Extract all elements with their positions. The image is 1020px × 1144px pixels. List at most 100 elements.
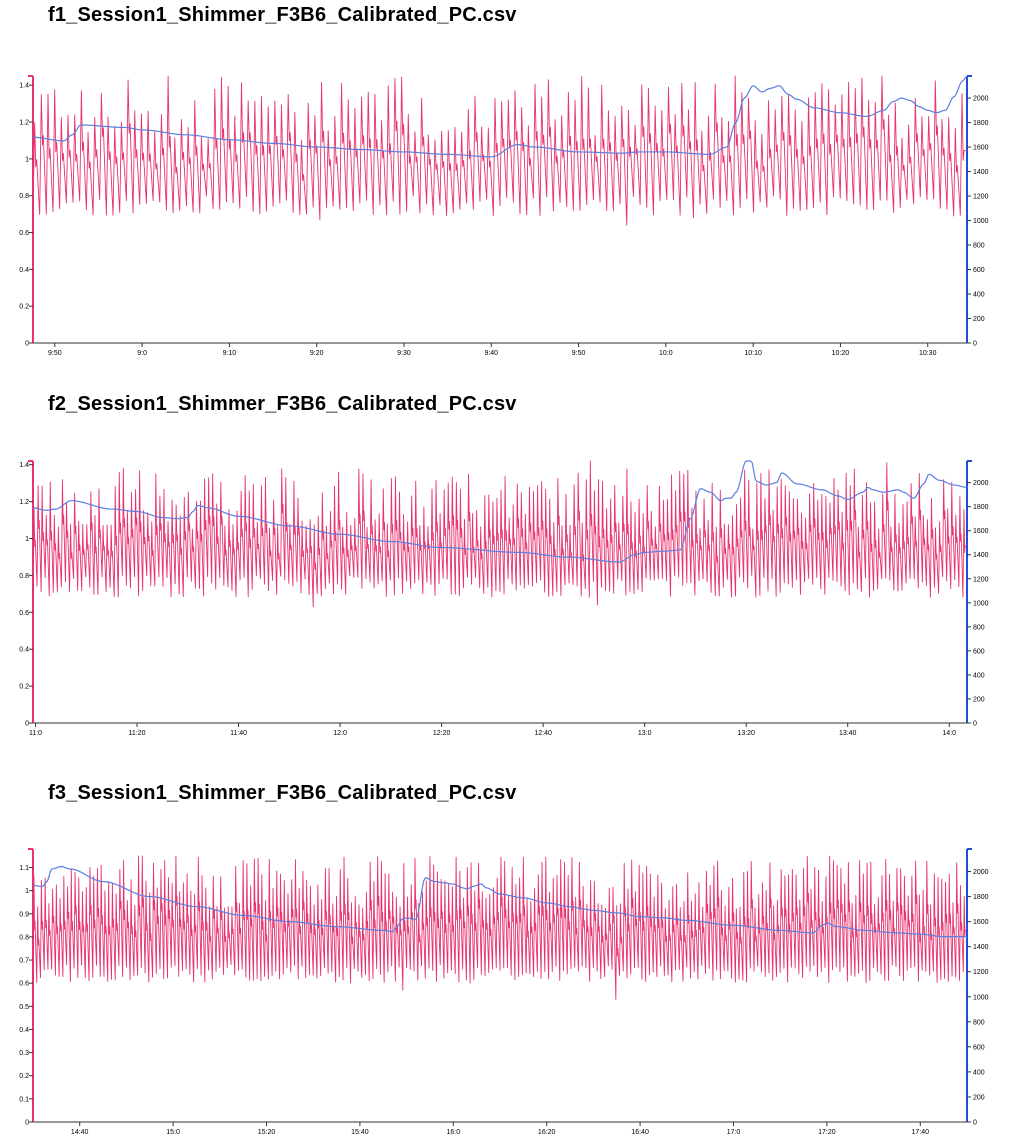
series-line-left	[32, 460, 967, 608]
y-left-tick-label: 0.1	[19, 1096, 29, 1103]
chart-plot-f3: 14:40 15:0 15:20 15:40 16:0 16:20 16:40 17:0 17:…	[19, 848, 989, 1136]
x-tick-label: 12:40	[534, 730, 552, 737]
y-right-tick-label: 1800	[973, 120, 989, 127]
x-tick-label: 10:20	[832, 350, 850, 357]
y-left-tick-label: 0.2	[19, 1073, 29, 1080]
y-left-tick-label: 1.4	[19, 83, 29, 90]
x-tick-label: 15:20	[258, 1129, 276, 1136]
chart-title-f1: f1_Session1_Shimmer_F3B6_Calibrated_PC.c…	[48, 4, 517, 26]
chart-panel-f2: f2_Session1_Shimmer_F3B6_Calibrated_PC.c…	[0, 393, 1020, 753]
x-tick-label: 9:50	[572, 350, 586, 357]
series-line-right	[32, 460, 968, 563]
y-left-tick-label: 1	[25, 156, 29, 163]
y-right-tick-label: 200	[973, 1094, 985, 1101]
chart-panel-f1: f1_Session1_Shimmer_F3B6_Calibrated_PC.c…	[0, 4, 1020, 364]
x-tick-label: 10:10	[744, 350, 762, 357]
y-right-tick-label: 1800	[973, 894, 989, 901]
x-tick-label: 12:0	[333, 730, 347, 737]
y-right-tick-label: 1000	[973, 218, 989, 225]
series-line-left	[32, 75, 967, 226]
y-right-tick-label: 200	[973, 696, 985, 703]
y-right-tick-label: 1600	[973, 528, 989, 535]
x-tick-label: 9:20	[310, 350, 324, 357]
y-axis-left: 0 0.2 0.4 0.6 0.8 1 1.2 1.4	[19, 75, 34, 348]
x-tick-label: 13:40	[839, 730, 857, 737]
series-line-right	[32, 75, 968, 158]
y-left-tick-label: 0.7	[19, 958, 29, 965]
y-left-tick-label: 0.4	[19, 1027, 29, 1034]
y-right-tick-label: 1600	[973, 919, 989, 926]
chart-title-f3: f3_Session1_Shimmer_F3B6_Calibrated_PC.c…	[48, 782, 517, 804]
y-right-tick-label: 600	[973, 648, 985, 655]
x-tick-label: 9:40	[484, 350, 498, 357]
x-tick-label: 17:40	[912, 1129, 930, 1136]
x-tick-label: 12:20	[433, 730, 451, 737]
y-right-tick-label: 1600	[973, 145, 989, 152]
x-tick-label: 11:0	[29, 730, 42, 737]
y-right-tick-label: 0	[973, 1120, 977, 1127]
series-line-left	[32, 855, 967, 1000]
y-axis-right: 0 200 400 600 800 1000 1200 1400 1600 1800 2000	[966, 460, 989, 728]
y-left-tick-label: 0	[25, 721, 29, 728]
x-tick-label: 9:0	[137, 350, 147, 357]
y-left-tick-label: 1	[25, 888, 29, 895]
y-left-tick-label: 0.2	[19, 304, 29, 311]
x-tick-label: 9:50	[48, 350, 62, 357]
x-axis: 11:0 11:20 11:40 12:0 12:20 12:40 13:0 13:20 13:…	[29, 722, 967, 737]
x-tick-label: 9:10	[223, 350, 237, 357]
x-tick-label: 17:0	[727, 1129, 741, 1136]
y-left-tick-label: 0	[25, 341, 29, 348]
x-tick-label: 10:0	[659, 350, 673, 357]
y-left-tick-label: 0.8	[19, 193, 29, 200]
y-left-tick-label: 0.5	[19, 1004, 29, 1011]
y-right-tick-label: 800	[973, 1019, 985, 1026]
x-tick-label: 13:0	[638, 730, 652, 737]
y-left-tick-label: 0.9	[19, 911, 29, 918]
y-right-tick-label: 2000	[973, 96, 989, 103]
y-left-tick-label: 1	[25, 536, 29, 543]
x-tick-label: 9:30	[397, 350, 411, 357]
chart-plot-f1: 9:50 9:0 9:10 9:20 9:30 9:40 9:50 10:0 10:10 10:2…	[19, 75, 989, 357]
y-left-tick-label: 1.2	[19, 499, 29, 506]
y-left-tick-label: 0	[25, 1120, 29, 1127]
y-left-tick-label: 0.4	[19, 647, 29, 654]
y-left-tick-label: 0.6	[19, 610, 29, 617]
x-tick-label: 16:0	[446, 1129, 460, 1136]
y-right-tick-label: 2000	[973, 480, 989, 487]
y-left-tick-label: 0.2	[19, 684, 29, 691]
y-axis-right: 0 200 400 600 800 1000 1200 1400 1600 1800 2000	[966, 75, 989, 348]
y-right-tick-label: 600	[973, 1044, 985, 1051]
y-right-tick-label: 1200	[973, 576, 989, 583]
y-right-tick-label: 1800	[973, 504, 989, 511]
y-right-tick-label: 600	[973, 267, 985, 274]
x-tick-label: 10:30	[919, 350, 937, 357]
y-right-tick-label: 2000	[973, 869, 989, 876]
y-left-tick-label: 0.4	[19, 267, 29, 274]
y-right-tick-label: 1400	[973, 552, 989, 559]
x-tick-label: 13:20	[737, 730, 755, 737]
y-left-tick-label: 0.6	[19, 230, 29, 237]
y-left-tick-label: 0.8	[19, 934, 29, 941]
x-axis: 14:40 15:0 15:20 15:40 16:0 16:20 16:40 17:0 17:…	[33, 1121, 967, 1136]
x-tick-label: 16:40	[631, 1129, 649, 1136]
y-right-tick-label: 400	[973, 292, 985, 299]
y-right-tick-label: 1400	[973, 944, 989, 951]
y-left-tick-label: 0.6	[19, 981, 29, 988]
y-right-tick-label: 1000	[973, 994, 989, 1001]
y-right-tick-label: 800	[973, 624, 985, 631]
y-right-tick-label: 400	[973, 672, 985, 679]
y-axis-left: 0 0.1 0.2 0.3 0.4 0.5 0.6 0.7 0.8 0.9 1 1.1	[19, 848, 34, 1127]
y-right-tick-label: 1000	[973, 600, 989, 607]
x-tick-label: 15:40	[351, 1129, 369, 1136]
y-right-tick-label: 800	[973, 243, 985, 250]
chart-panel-f3: f3_Session1_Shimmer_F3B6_Calibrated_PC.c…	[0, 782, 1020, 1144]
y-right-tick-label: 1200	[973, 969, 989, 976]
y-left-tick-label: 1.1	[19, 865, 29, 872]
y-right-tick-label: 1400	[973, 169, 989, 176]
y-axis-left: 0 0.2 0.4 0.6 0.8 1 1.2 1.4	[19, 460, 34, 728]
x-tick-label: 11:40	[230, 730, 247, 737]
x-axis: 9:50 9:0 9:10 9:20 9:30 9:40 9:50 10:0 10:10 10:2…	[33, 342, 967, 357]
y-right-tick-label: 200	[973, 316, 985, 323]
y-left-tick-label: 1.4	[19, 462, 29, 469]
y-right-tick-label: 400	[973, 1069, 985, 1076]
